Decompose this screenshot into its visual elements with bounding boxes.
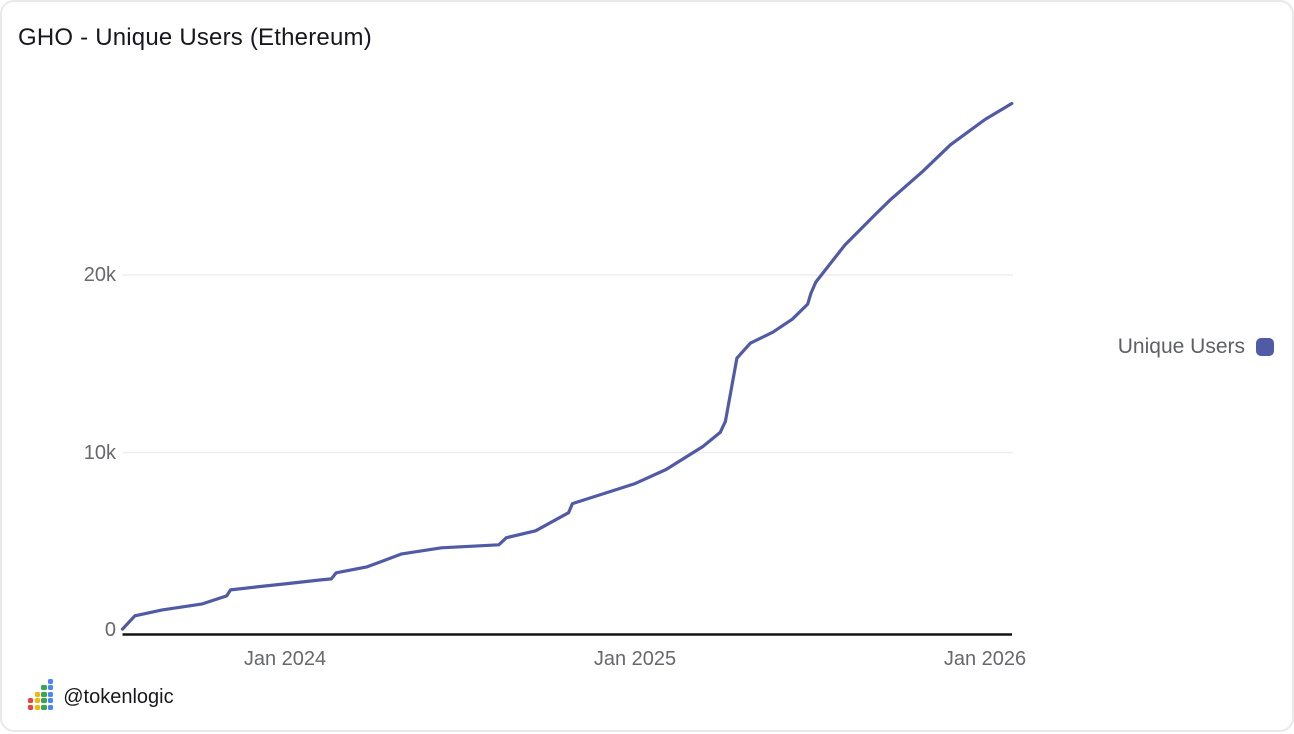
legend[interactable]: Unique Users [1118, 335, 1274, 359]
x-axis-tick-jan-2024: Jan 2024 [243, 648, 327, 670]
legend-label[interactable]: Unique Users [1117, 335, 1245, 358]
legend-swatch[interactable] [1256, 338, 1274, 356]
watermark-handle[interactable]: @tokenlogic [63, 686, 174, 708]
watermark[interactable]: @tokenlogic [28, 678, 174, 710]
y-axis-tick-10k: 10k [83, 441, 116, 464]
y-axis-tick-20k: 20k [83, 264, 116, 286]
x-axis-tick-jan-2025: Jan 2025 [593, 648, 677, 670]
x-axis-tick-jan-2026: Jan 2026 [943, 648, 1027, 670]
tokenlogic-logo-icon [28, 678, 54, 710]
y-axis-tick-0: 0 [104, 619, 116, 641]
chart-title: GHO - Unique Users (Ethereum) [18, 24, 372, 51]
